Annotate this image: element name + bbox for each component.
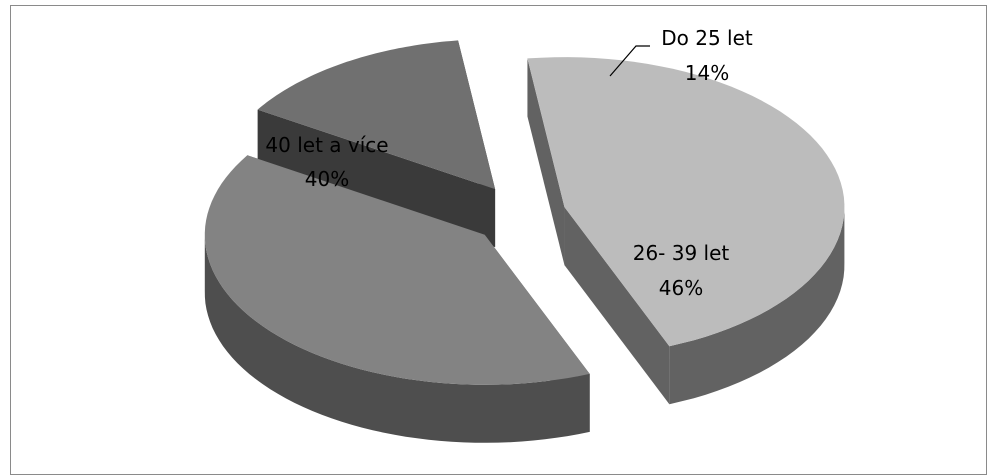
slice-top-do-25-let bbox=[257, 40, 496, 190]
slice-percent-26-39-let: 46% bbox=[659, 276, 703, 300]
slice-wall-26-39-let-0 bbox=[527, 58, 565, 266]
slice-side-26-39-let bbox=[669, 204, 845, 405]
slice-top-26-39-let bbox=[527, 57, 845, 347]
slice-top-40-let-a-vice bbox=[204, 155, 590, 385]
leader-line-do-25-let bbox=[609, 45, 650, 77]
slice-percent-do-25-let: 14% bbox=[685, 61, 729, 85]
slice-wall-26-39-let-1 bbox=[564, 207, 670, 405]
slice-side-40-let-a-vice bbox=[204, 232, 590, 443]
pie-tops bbox=[204, 40, 845, 385]
slice-label-40-let-a-vice: 40 let a více bbox=[265, 133, 388, 157]
slice-percent-40-let-a-vice: 40% bbox=[305, 167, 349, 191]
slice-label-do-25-let: Do 25 let bbox=[661, 26, 753, 50]
slice-wall-do-25-let-0 bbox=[257, 109, 496, 248]
slice-label-26-39-let: 26- 39 let bbox=[633, 241, 730, 265]
